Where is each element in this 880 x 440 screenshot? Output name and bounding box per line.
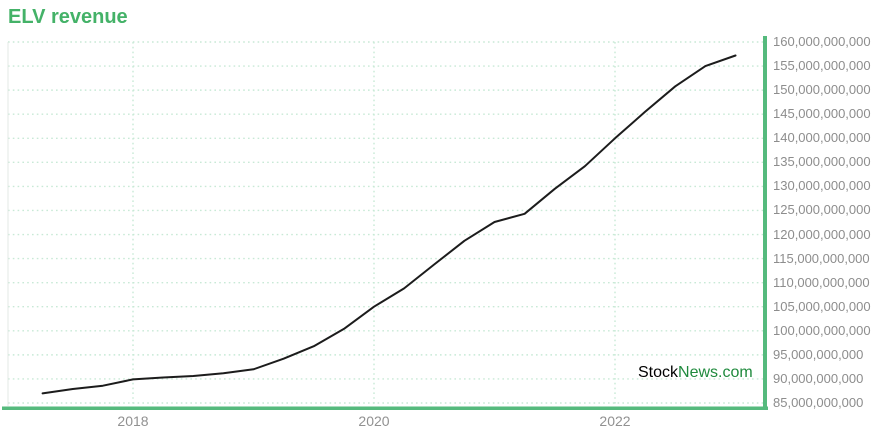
chart-title: ELV revenue — [8, 6, 128, 28]
watermark-stock: Stock — [638, 364, 679, 381]
y-tick-label: 125,000,000,000 — [773, 202, 871, 218]
y-tick-label: 85,000,000,000 — [773, 395, 864, 410]
x-tick-label: 2022 — [599, 413, 631, 429]
y-tick-label: 105,000,000,000 — [773, 298, 871, 314]
y-tick-label: 115,000,000,000 — [773, 250, 870, 266]
y-tick-label: 110,000,000,000 — [773, 274, 870, 290]
y-tick-label: 135,000,000,000 — [773, 154, 871, 170]
y-tick-label: 145,000,000,000 — [773, 106, 871, 122]
y-tick-label: 90,000,000,000 — [773, 370, 864, 386]
x-tick-label: 2020 — [358, 413, 390, 429]
watermark-news-com: News.com — [678, 364, 753, 381]
revenue-line — [41, 54, 737, 395]
y-tick-label: 160,000,000,000 — [773, 33, 871, 49]
y-tick-label: 120,000,000,000 — [773, 226, 871, 242]
y-tick-label: 100,000,000,000 — [773, 322, 871, 338]
y-tick-label: 130,000,000,000 — [773, 178, 871, 194]
x-axis — [2, 406, 768, 410]
x-tick-label: 2018 — [117, 413, 149, 429]
watermark: StockNews.com — [638, 364, 753, 382]
y-tick-label: 95,000,000,000 — [773, 346, 864, 362]
y-tick-label: 140,000,000,000 — [773, 130, 871, 146]
y-tick-label: 150,000,000,000 — [773, 82, 871, 98]
y-axis — [763, 36, 767, 410]
y-tick-label: 155,000,000,000 — [773, 58, 871, 74]
